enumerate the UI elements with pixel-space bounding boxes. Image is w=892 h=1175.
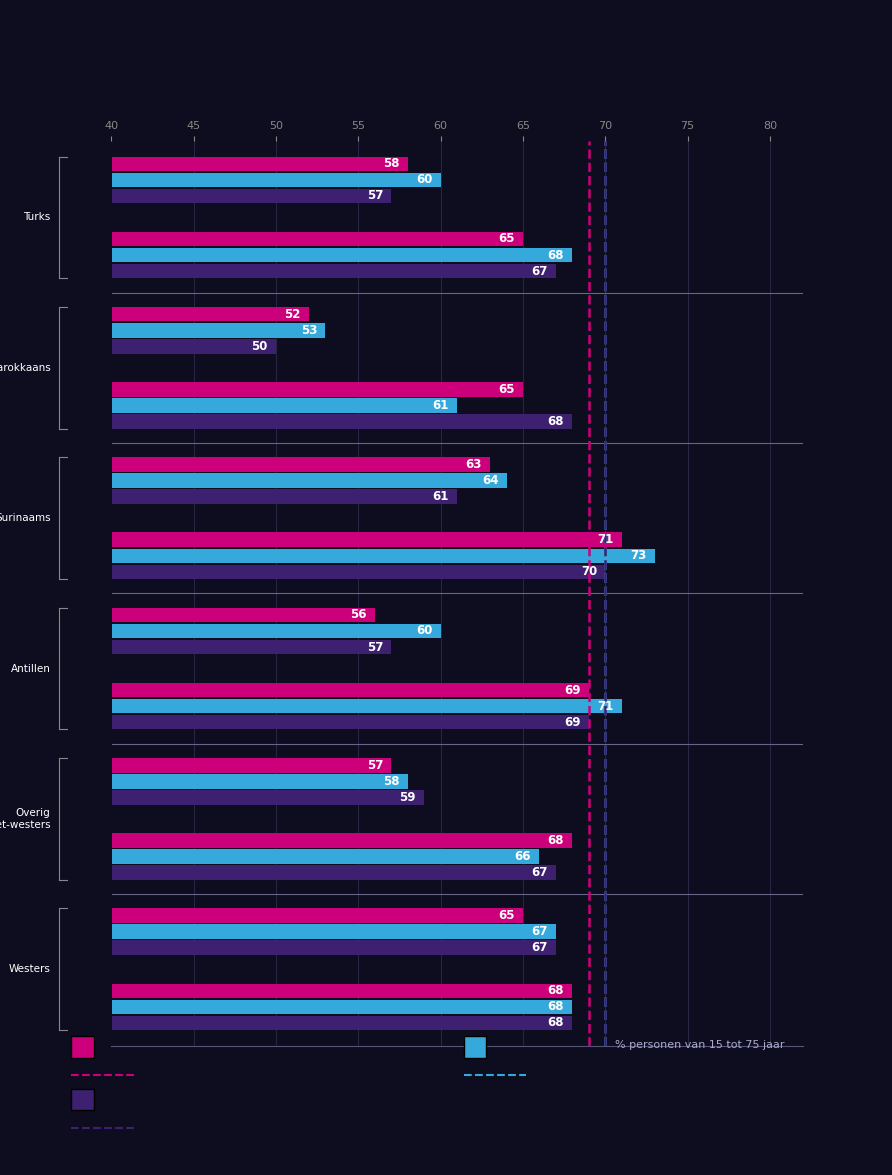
Text: % personen van 15 tot 75 jaar: % personen van 15 tot 75 jaar <box>615 1040 785 1050</box>
Bar <box>0 398 457 412</box>
Bar <box>0 774 408 788</box>
Text: 57: 57 <box>367 189 383 202</box>
Bar <box>0 248 573 262</box>
Text: 70: 70 <box>581 565 597 578</box>
Bar <box>0 490 457 504</box>
Bar <box>0 565 606 579</box>
Text: 58: 58 <box>383 774 400 787</box>
Text: 63: 63 <box>466 458 482 471</box>
Text: 68: 68 <box>548 415 564 428</box>
Text: 60: 60 <box>416 624 433 638</box>
Text: Turks: Turks <box>23 213 51 222</box>
Text: 68: 68 <box>548 1016 564 1029</box>
Bar <box>0 189 392 203</box>
Bar <box>0 850 540 864</box>
Text: Westers: Westers <box>9 965 51 974</box>
Bar <box>0 474 507 488</box>
Bar <box>0 1000 573 1014</box>
Bar <box>0 925 556 939</box>
Text: 59: 59 <box>400 791 416 804</box>
Text: 66: 66 <box>515 850 532 862</box>
Text: 50: 50 <box>252 340 268 352</box>
Text: Overig
niet-westers: Overig niet-westers <box>0 808 51 830</box>
Text: 71: 71 <box>598 699 614 713</box>
Bar <box>0 624 441 638</box>
Bar <box>0 607 375 622</box>
Bar <box>0 714 589 730</box>
Text: 67: 67 <box>532 264 548 277</box>
Text: Surinaams: Surinaams <box>0 513 51 523</box>
Bar <box>0 699 622 713</box>
Text: 64: 64 <box>482 474 499 488</box>
Text: 60: 60 <box>416 174 433 187</box>
Bar <box>0 323 326 337</box>
Text: 69: 69 <box>564 684 581 697</box>
Text: 58: 58 <box>383 157 400 170</box>
Text: 65: 65 <box>499 383 515 396</box>
Bar <box>0 532 622 548</box>
Text: 56: 56 <box>351 609 367 622</box>
Bar <box>0 156 408 172</box>
Text: 61: 61 <box>433 490 449 503</box>
Text: 69: 69 <box>564 716 581 728</box>
Bar <box>0 833 573 847</box>
Bar <box>0 983 573 998</box>
Bar <box>0 264 556 278</box>
Bar <box>0 908 523 922</box>
Text: 68: 68 <box>548 249 564 262</box>
Bar <box>0 1015 573 1030</box>
Bar <box>0 307 309 322</box>
Text: 52: 52 <box>285 308 301 321</box>
Bar <box>0 340 277 354</box>
Text: 53: 53 <box>301 324 318 337</box>
Text: 57: 57 <box>367 759 383 772</box>
Text: 61: 61 <box>433 400 449 412</box>
Text: 67: 67 <box>532 866 548 879</box>
Bar <box>0 758 392 772</box>
Text: 67: 67 <box>532 925 548 938</box>
Text: 68: 68 <box>548 1000 564 1013</box>
Text: Marokkaans: Marokkaans <box>0 363 51 372</box>
Bar <box>0 790 425 805</box>
Text: 73: 73 <box>630 549 647 563</box>
Bar <box>0 173 441 187</box>
Text: 71: 71 <box>598 533 614 546</box>
Text: Antillen: Antillen <box>11 664 51 673</box>
Text: 68: 68 <box>548 834 564 847</box>
Bar <box>0 457 490 472</box>
Text: 67: 67 <box>532 941 548 954</box>
Bar <box>0 865 556 880</box>
Text: 57: 57 <box>367 640 383 653</box>
Text: 68: 68 <box>548 985 564 998</box>
Bar <box>0 683 589 697</box>
Bar <box>0 415 573 429</box>
Bar <box>0 940 556 955</box>
Bar <box>0 231 523 247</box>
Bar <box>0 639 392 654</box>
Text: 65: 65 <box>499 233 515 246</box>
Bar <box>0 549 655 563</box>
Text: 65: 65 <box>499 909 515 922</box>
Bar <box>0 382 523 397</box>
